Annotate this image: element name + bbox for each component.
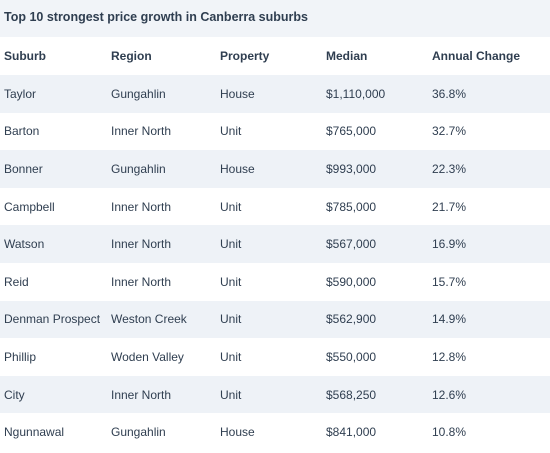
cell-median: $1,110,000 <box>322 75 428 113</box>
cell-property: House <box>216 413 322 451</box>
cell-annual-change: 22.3% <box>428 150 550 188</box>
cell-suburb: Watson <box>0 225 107 263</box>
header-median: Median <box>322 37 428 75</box>
cell-suburb: Ngunnawal <box>0 413 107 451</box>
table-row: Barton Inner North Unit $765,000 32.7% <box>0 112 550 151</box>
cell-region: Inner North <box>107 187 216 226</box>
cell-property: Unit <box>216 338 322 376</box>
table-row: City Inner North Unit $568,250 12.6% <box>0 375 550 414</box>
cell-median: $568,250 <box>322 375 428 414</box>
table-row: Taylor Gungahlin House $1,110,000 36.8% <box>0 75 550 113</box>
header-property: Property <box>216 37 322 75</box>
cell-suburb: City <box>0 375 107 414</box>
header-region: Region <box>107 37 216 75</box>
cell-region: Woden Valley <box>107 338 216 376</box>
cell-property: Unit <box>216 112 322 151</box>
table-row: Phillip Woden Valley Unit $550,000 12.8% <box>0 338 550 376</box>
cell-annual-change: 12.8% <box>428 338 550 376</box>
cell-property: Unit <box>216 300 322 339</box>
header-suburb: Suburb <box>0 37 107 75</box>
cell-region: Inner North <box>107 262 216 301</box>
cell-annual-change: 21.7% <box>428 187 550 226</box>
cell-region: Gungahlin <box>107 413 216 451</box>
cell-suburb: Phillip <box>0 338 107 376</box>
header-row: Suburb Region Property Median Annual Cha… <box>0 37 550 75</box>
table-title: Top 10 strongest price growth in Canberr… <box>0 0 550 37</box>
cell-annual-change: 10.8% <box>428 413 550 451</box>
table-row: Reid Inner North Unit $590,000 15.7% <box>0 262 550 301</box>
cell-property: House <box>216 75 322 113</box>
cell-annual-change: 16.9% <box>428 225 550 263</box>
cell-property: Unit <box>216 262 322 301</box>
price-growth-table: Suburb Region Property Median Annual Cha… <box>0 37 550 451</box>
cell-annual-change: 14.9% <box>428 300 550 339</box>
cell-suburb: Bonner <box>0 150 107 188</box>
table-row: Ngunnawal Gungahlin House $841,000 10.8% <box>0 413 550 451</box>
table-header: Suburb Region Property Median Annual Cha… <box>0 37 550 75</box>
cell-median: $590,000 <box>322 262 428 301</box>
cell-region: Inner North <box>107 112 216 151</box>
cell-median: $993,000 <box>322 150 428 188</box>
cell-region: Weston Creek <box>107 300 216 339</box>
cell-suburb: Barton <box>0 112 107 151</box>
cell-median: $765,000 <box>322 112 428 151</box>
cell-region: Gungahlin <box>107 75 216 113</box>
table-body: Taylor Gungahlin House $1,110,000 36.8% Barto… <box>0 75 550 451</box>
cell-annual-change: 12.6% <box>428 375 550 414</box>
cell-median: $550,000 <box>322 338 428 376</box>
cell-median: $562,900 <box>322 300 428 339</box>
cell-property: Unit <box>216 187 322 226</box>
table-row: Watson Inner North Unit $567,000 16.9% <box>0 225 550 263</box>
cell-suburb: Denman Prospect <box>0 300 107 339</box>
cell-region: Inner North <box>107 225 216 263</box>
cell-region: Gungahlin <box>107 150 216 188</box>
cell-property: Unit <box>216 375 322 414</box>
header-annual-change: Annual Change <box>428 37 550 75</box>
table-row: Denman Prospect Weston Creek Unit $562,900 1… <box>0 300 550 339</box>
cell-median: $785,000 <box>322 187 428 226</box>
table-row: Campbell Inner North Unit $785,000 21.7% <box>0 187 550 226</box>
cell-property: Unit <box>216 225 322 263</box>
cell-annual-change: 15.7% <box>428 262 550 301</box>
table-row: Bonner Gungahlin House $993,000 22.3% <box>0 150 550 188</box>
cell-median: $841,000 <box>322 413 428 451</box>
cell-median: $567,000 <box>322 225 428 263</box>
cell-suburb: Campbell <box>0 187 107 226</box>
cell-annual-change: 36.8% <box>428 75 550 113</box>
cell-annual-change: 32.7% <box>428 112 550 151</box>
cell-region: Inner North <box>107 375 216 414</box>
cell-property: House <box>216 150 322 188</box>
cell-suburb: Taylor <box>0 75 107 113</box>
cell-suburb: Reid <box>0 262 107 301</box>
